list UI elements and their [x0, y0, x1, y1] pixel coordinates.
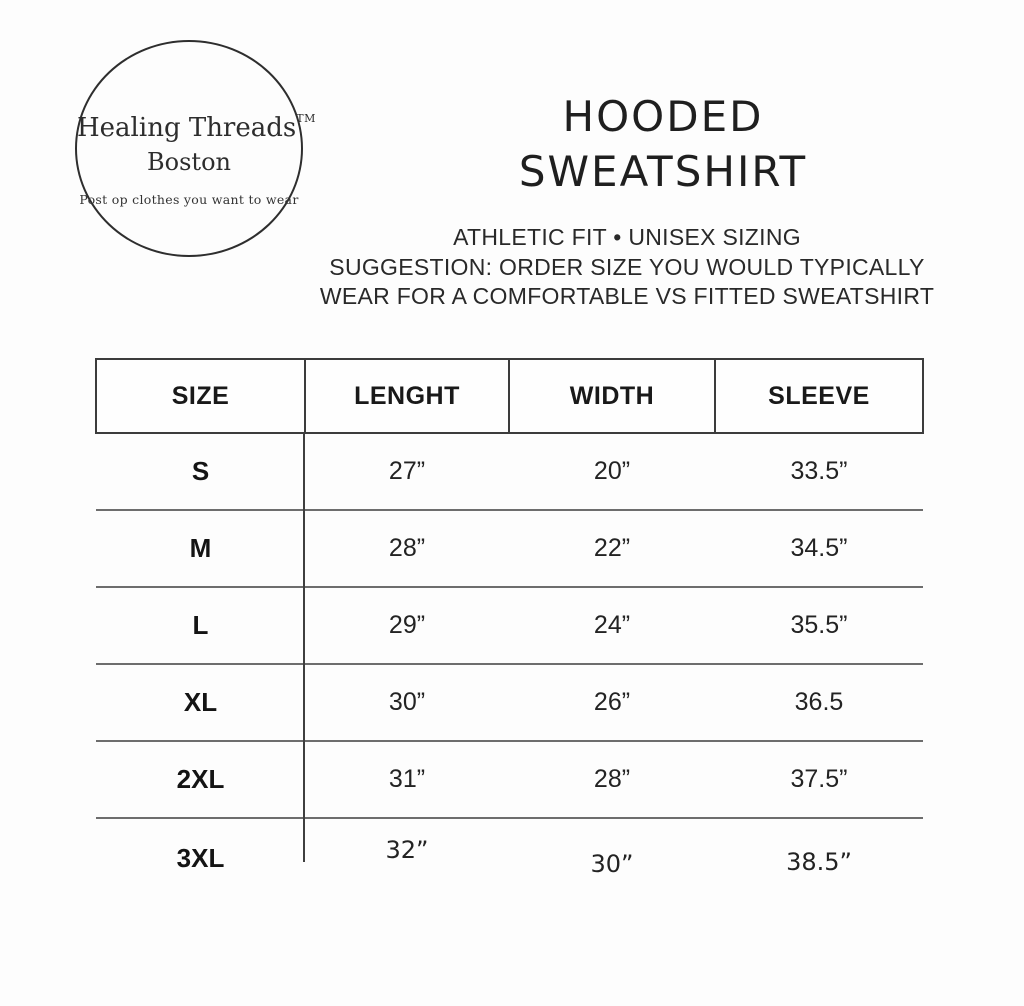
length-cell: 29” — [305, 587, 509, 665]
trademark-symbol: TM — [296, 112, 316, 125]
size-cell: 2XL — [96, 741, 305, 819]
size-cell: S — [96, 433, 305, 511]
length-cell: 32” — [305, 818, 509, 894]
length-cell: 30” — [305, 664, 509, 742]
size-chart-body: S 27” 20” 33.5” M 28” 22” 34.5” L 29” 24… — [96, 433, 923, 894]
product-title: HOODED SWEATSHIRT — [360, 89, 966, 199]
size-value: 3XL — [176, 843, 225, 873]
length-cell: 27” — [305, 433, 509, 511]
sleeve-value: 38.5” — [786, 848, 852, 876]
brand-logo: Healing ThreadsTM Boston Post op clothes… — [75, 40, 315, 257]
size-value: S — [191, 456, 210, 486]
table-row-2xl: 2XL 31” 28” 37.5” — [96, 741, 923, 819]
length-value: 27” — [388, 457, 426, 485]
sizing-notes: ATHLETIC FIT • UNISEX SIZING SUGGESTION:… — [229, 223, 1024, 312]
size-column-divider-line — [303, 432, 305, 862]
size-cell: 3XL — [96, 818, 305, 894]
size-value: L — [192, 610, 209, 640]
width-cell: 28” — [509, 741, 715, 819]
header-row: SIZE LENGHT WIDTH SLEEVE — [95, 358, 924, 434]
sleeve-value: 36.5 — [794, 688, 844, 716]
length-cell: 28” — [305, 510, 509, 588]
size-value: XL — [183, 687, 218, 717]
width-value: 20” — [593, 457, 631, 485]
width-cell: 30” — [509, 818, 715, 894]
brand-name: Healing ThreadsTM — [77, 112, 315, 143]
width-value: 28” — [593, 765, 631, 793]
size-chart-table: SIZE LENGHT WIDTH SLEEVE S 27” 20” 33.5”… — [95, 358, 924, 894]
sleeve-value: 37.5” — [790, 765, 848, 793]
table-row-s: S 27” 20” 33.5” — [96, 433, 923, 511]
table-row-xl: XL 30” 26” 36.5 — [96, 664, 923, 742]
sleeve-value: 33.5” — [790, 457, 848, 485]
table-row-3xl: 3XL 32” 30” 38.5” — [96, 818, 923, 894]
size-value: 2XL — [176, 764, 225, 794]
width-cell: 22” — [509, 510, 715, 588]
length-value: 30” — [388, 688, 426, 716]
suggestion-note-line2: WEAR FOR A COMFORTABLE VS FITTED SWEATSH… — [319, 283, 935, 310]
size-chart-header: SIZE LENGHT WIDTH SLEEVE — [95, 358, 924, 434]
length-value: 28” — [388, 534, 426, 562]
width-cell: 26” — [509, 664, 715, 742]
width-value: 26” — [593, 688, 631, 716]
brand-name-text: Healing Threads — [77, 113, 297, 143]
length-value: 29” — [388, 611, 426, 639]
table-row-m: M 28” 22” 34.5” — [96, 510, 923, 588]
column-header-length: LENGHT — [304, 358, 510, 434]
column-header-sleeve: SLEEVE — [714, 358, 924, 434]
sleeve-value: 35.5” — [790, 611, 848, 639]
size-cell: M — [96, 510, 305, 588]
size-cell: L — [96, 587, 305, 665]
sleeve-cell: 38.5” — [715, 818, 923, 894]
length-value: 31” — [388, 765, 426, 793]
sleeve-cell: 37.5” — [715, 741, 923, 819]
sleeve-cell: 34.5” — [715, 510, 923, 588]
size-cell: XL — [96, 664, 305, 742]
sleeve-cell: 36.5 — [715, 664, 923, 742]
suggestion-note-line1: SUGGESTION: ORDER SIZE YOU WOULD TYPICAL… — [329, 253, 925, 280]
product-title-line1: HOODED — [562, 92, 764, 141]
width-value: 24” — [593, 611, 631, 639]
size-value: M — [189, 533, 212, 563]
fit-note: ATHLETIC FIT • UNISEX SIZING — [453, 224, 801, 250]
width-value: 22” — [593, 534, 631, 562]
table-row-l: L 29” 24” 35.5” — [96, 587, 923, 665]
width-value: 30” — [590, 850, 634, 878]
length-cell: 31” — [305, 741, 509, 819]
product-title-line2: SWEATSHIRT — [518, 147, 808, 196]
length-value: 32” — [385, 836, 429, 864]
width-cell: 20” — [509, 433, 715, 511]
sleeve-cell: 35.5” — [715, 587, 923, 665]
sleeve-cell: 33.5” — [715, 433, 923, 511]
column-header-size: SIZE — [95, 358, 306, 434]
column-header-width: WIDTH — [508, 358, 716, 434]
brand-city: Boston — [147, 148, 231, 176]
brand-tagline: Post op clothes you want to wear — [79, 192, 299, 207]
sleeve-value: 34.5” — [790, 534, 848, 562]
width-cell: 24” — [509, 587, 715, 665]
